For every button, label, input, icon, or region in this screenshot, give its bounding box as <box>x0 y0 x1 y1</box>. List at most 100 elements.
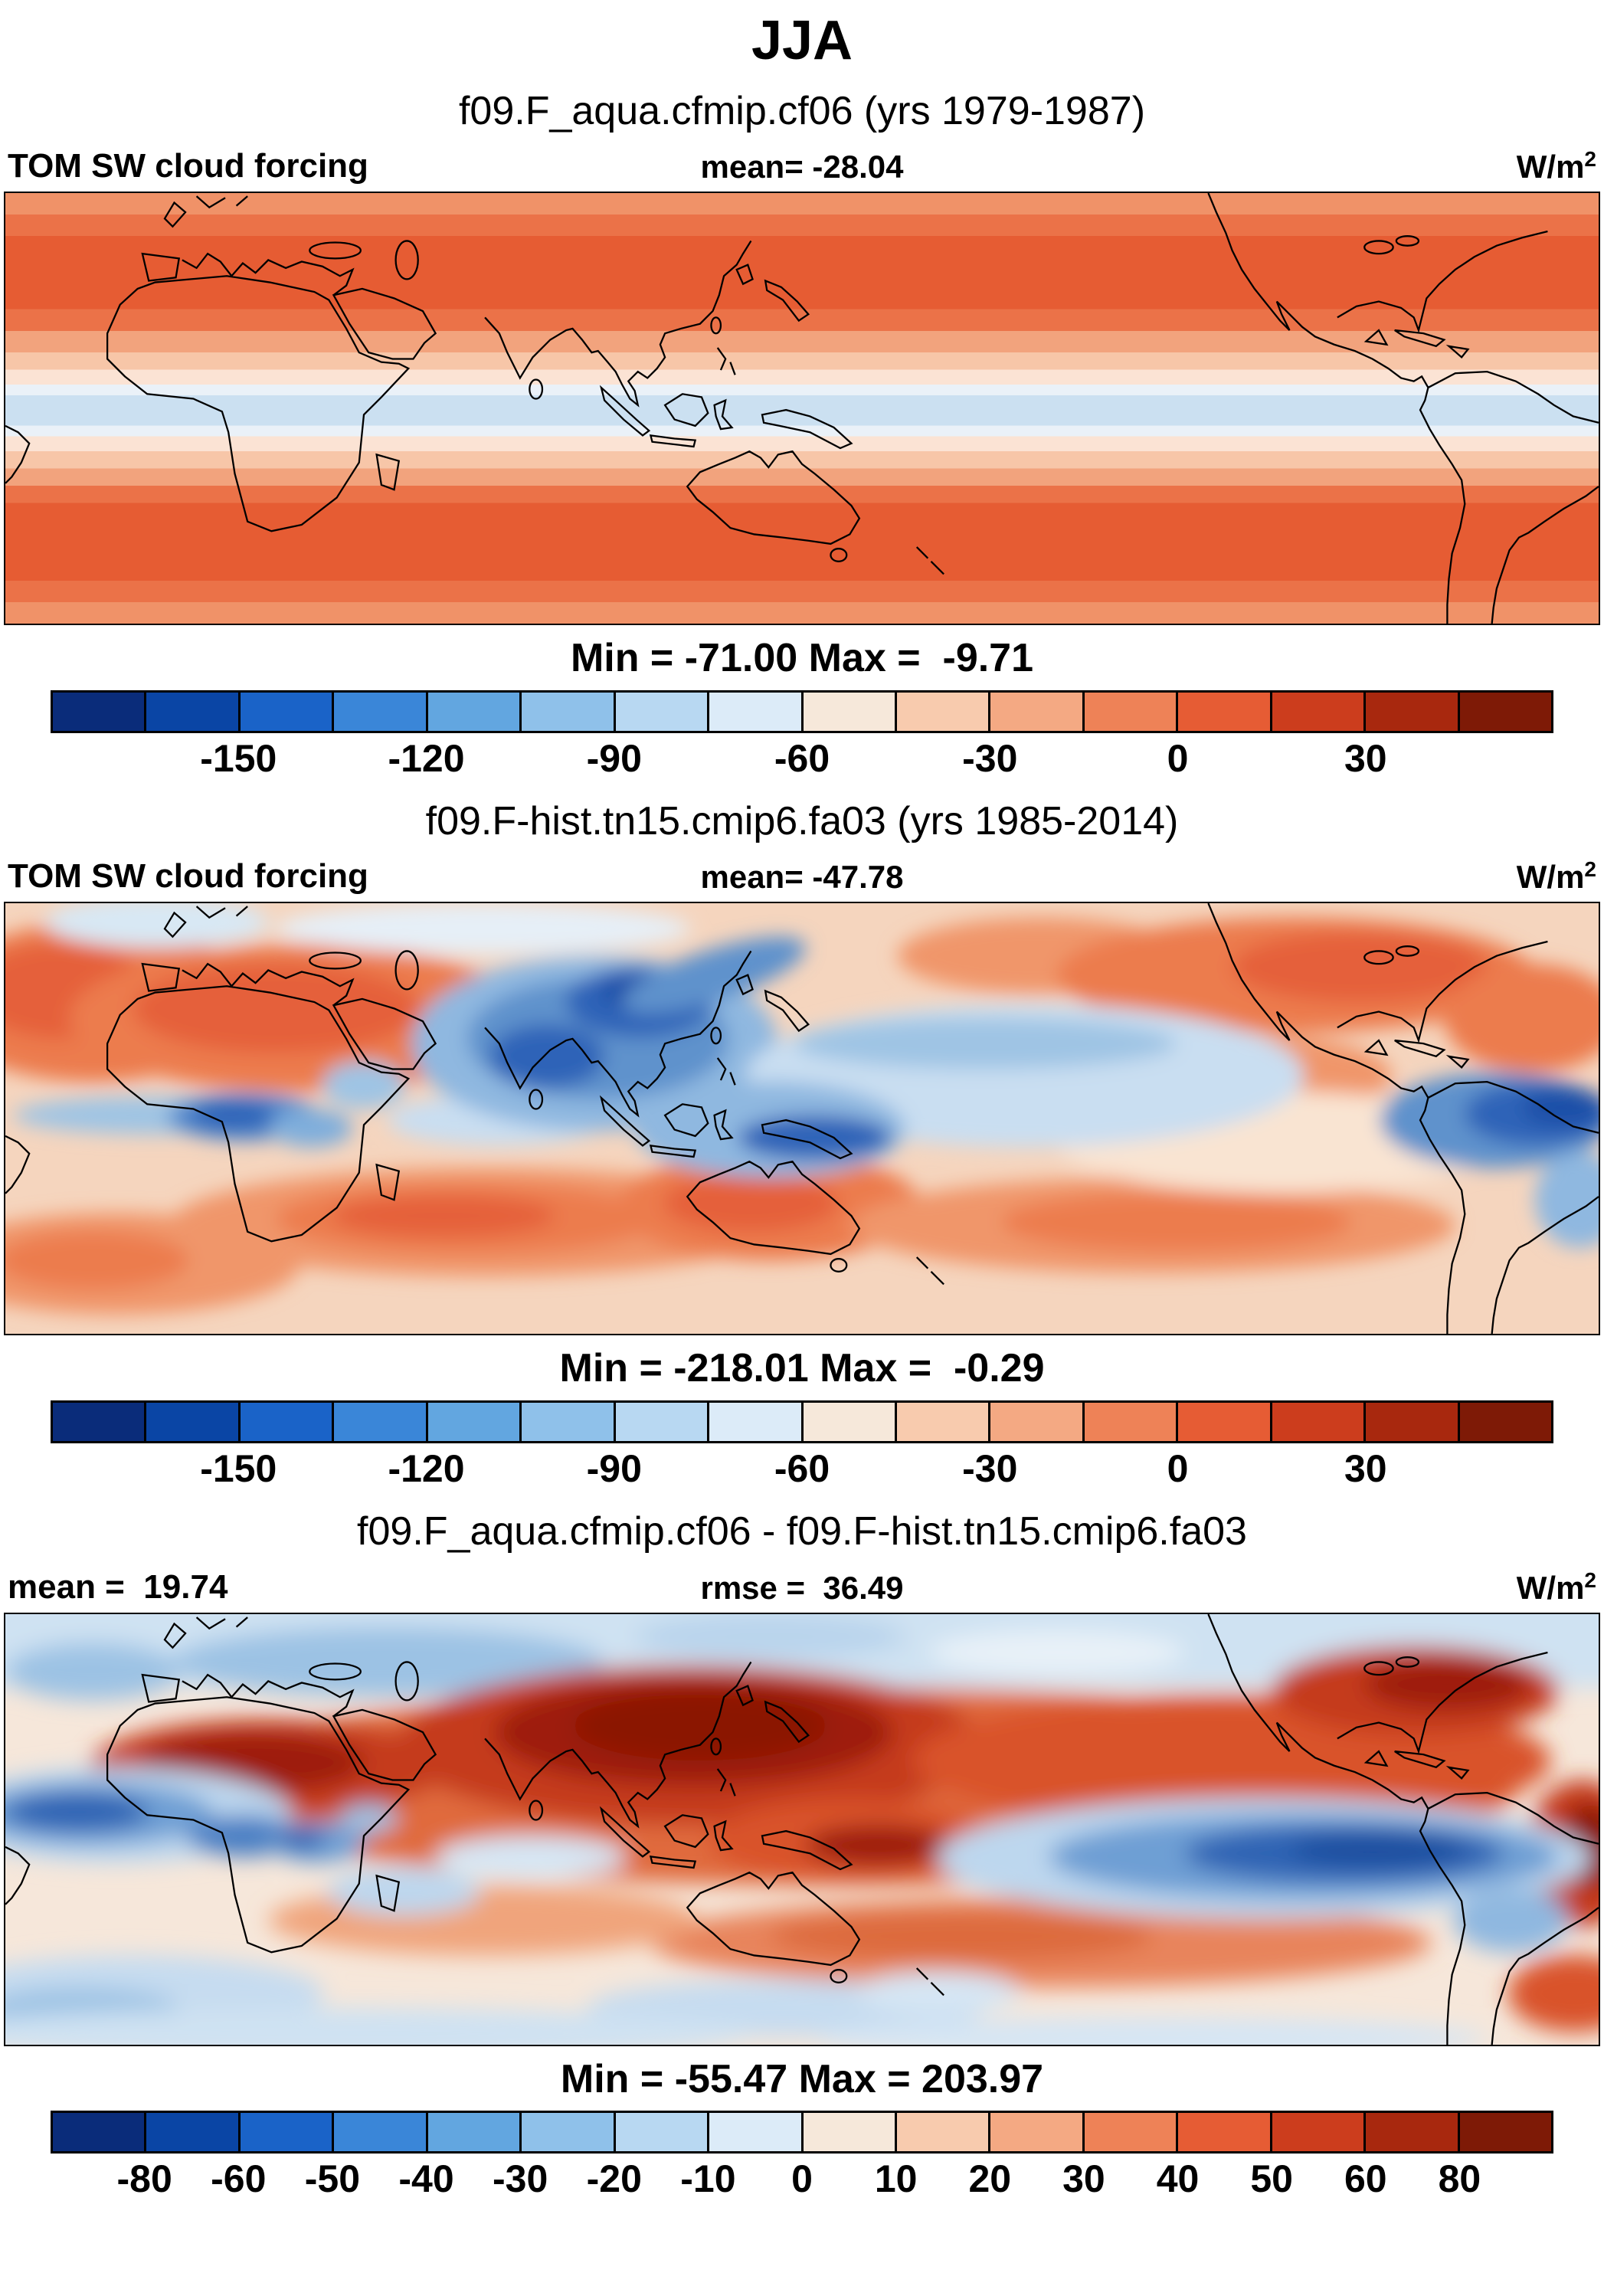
panel2-map-canvas <box>5 903 1599 1335</box>
colorbar-cell <box>146 1402 241 1441</box>
colorbar-cell <box>1272 1402 1367 1441</box>
colorbar-cell <box>334 1402 428 1441</box>
panel3-units-label: W/m2 <box>1516 1567 1596 1606</box>
colorbar-tick-label: -60 <box>774 736 830 780</box>
colorbar-tick-label: 40 <box>1156 2157 1200 2201</box>
colorbar-cell <box>1459 2113 1551 2152</box>
colorbar-cell <box>1366 692 1460 731</box>
colorbar-cell <box>522 1402 616 1441</box>
figure-title: JJA <box>751 10 853 71</box>
panel3-mean-stat: mean = 19.74 <box>8 1567 228 1606</box>
panel1-field <box>5 193 1599 624</box>
colorbar-tick-label: 80 <box>1438 2157 1481 2201</box>
colorbar-cell <box>427 692 522 731</box>
colorbar-cell <box>990 692 1085 731</box>
colorbar-cell <box>1178 2113 1272 2152</box>
colorbar-tick-label: 60 <box>1344 2157 1387 2201</box>
panel-2: f09.F-hist.tn15.cmip6.fa03 (yrs 1985-201… <box>0 801 1604 1491</box>
colorbar-cell <box>1084 1402 1179 1441</box>
panel3-header: mean = 19.74 rmse = 36.49 W/m2 <box>0 1565 1604 1607</box>
panel3-field <box>5 1613 1599 2045</box>
colorbar-cell <box>990 2113 1085 2152</box>
panel2-minmax: Min = -218.01 Max = -0.29 <box>559 1346 1045 1391</box>
colorbar-tick-label: -30 <box>492 2157 548 2201</box>
colorbar-cell <box>803 692 897 731</box>
colorbar-cell <box>240 1402 335 1441</box>
colorbar-tick-label: 30 <box>1344 736 1387 780</box>
panel-1: f09.F_aqua.cfmip.cf06 (yrs 1979-1987) TO… <box>0 90 1604 781</box>
colorbar-cell <box>615 2113 710 2152</box>
colorbar-cell <box>53 1402 147 1441</box>
colorbar-tick-label: 0 <box>1167 1446 1189 1490</box>
panel3-minmax: Min = -55.47 Max = 203.97 <box>560 2056 1044 2101</box>
colorbar-cell <box>896 692 991 731</box>
panel2-units-label: W/m2 <box>1516 857 1596 896</box>
panel3-map <box>4 1612 1600 2046</box>
colorbar-cell <box>53 692 147 731</box>
panel3-rmse-stat: rmse = 36.49 <box>700 1569 904 1606</box>
panel1-units-label: W/m2 <box>1516 147 1596 185</box>
colorbar-tick-label: -150 <box>200 1446 277 1490</box>
colorbar-cell <box>146 692 241 731</box>
panel1-colorbar-labels: -150 -120 -90 -60 -30 0 30 <box>51 736 1553 781</box>
colorbar-cell <box>240 2113 335 2152</box>
colorbar-cell <box>896 1402 991 1441</box>
colorbar-cell <box>990 1402 1085 1441</box>
colorbar-tick-label: -150 <box>200 736 277 780</box>
panel3-colorbar <box>51 2111 1553 2154</box>
colorbar-cell <box>803 1402 897 1441</box>
colorbar-cell <box>709 692 804 731</box>
colorbar-tick-label: -120 <box>388 1446 465 1490</box>
colorbar-cell <box>427 1402 522 1441</box>
colorbar-tick-label: -120 <box>388 736 465 780</box>
colorbar-cell <box>334 2113 428 2152</box>
panel2-subtitle: f09.F-hist.tn15.cmip6.fa03 (yrs 1985-201… <box>425 798 1179 843</box>
colorbar-tick-label: 10 <box>874 2157 918 2201</box>
colorbar-cell <box>1272 2113 1367 2152</box>
colorbar-tick-label: -90 <box>586 736 642 780</box>
colorbar-cell <box>1178 1402 1272 1441</box>
panel2-variable-label: TOM SW cloud forcing <box>8 857 368 896</box>
colorbar-cell <box>522 692 616 731</box>
colorbar-cell <box>240 692 335 731</box>
colorbar-cell <box>1459 692 1551 731</box>
colorbar-tick-label: 30 <box>1344 1446 1387 1490</box>
colorbar-cell <box>896 2113 991 2152</box>
panel1-subtitle: f09.F_aqua.cfmip.cf06 (yrs 1979-1987) <box>458 88 1146 133</box>
colorbar-tick-label: 50 <box>1250 2157 1293 2201</box>
colorbar-cell <box>146 2113 241 2152</box>
colorbar-cell <box>709 1402 804 1441</box>
panel2-map <box>4 902 1600 1336</box>
panel1-map <box>4 192 1600 626</box>
colorbar-cell <box>53 2113 147 2152</box>
panel1-colorbar <box>51 689 1553 733</box>
colorbar-cell <box>1084 692 1179 731</box>
panel1-mean-stat: mean= -28.04 <box>700 149 904 185</box>
panel-3: f09.F_aqua.cfmip.cf06 - f09.F-hist.tn15.… <box>0 1511 1604 2201</box>
colorbar-tick-label: 20 <box>968 2157 1012 2201</box>
panel2-header: TOM SW cloud forcing mean= -47.78 W/m2 <box>0 854 1604 896</box>
colorbar-cell <box>522 2113 616 2152</box>
colorbar-tick-label: -60 <box>211 2157 267 2201</box>
colorbar-tick-label: -90 <box>586 1446 642 1490</box>
colorbar-tick-label: -30 <box>962 1446 1018 1490</box>
colorbar-cell <box>615 1402 710 1441</box>
colorbar-cell <box>1084 2113 1179 2152</box>
colorbar-tick-label: -20 <box>586 2157 642 2201</box>
panel2-field <box>5 903 1599 1315</box>
colorbar-cell <box>1272 692 1367 731</box>
colorbar-cell <box>1459 1402 1551 1441</box>
colorbar-cell <box>427 2113 522 2152</box>
colorbar-tick-label: 30 <box>1062 2157 1105 2201</box>
colorbar-cell <box>615 692 710 731</box>
colorbar-cell <box>1178 692 1272 731</box>
panel2-colorbar-labels: -150 -120 -90 -60 -30 0 30 <box>51 1446 1553 1491</box>
colorbar-tick-label: -50 <box>304 2157 361 2201</box>
colorbar-cell <box>1366 1402 1460 1441</box>
panel3-colorbar-labels: -80 -60 -50 -40 -30 -20 -10 0 10 20 30 40 50 60 80 <box>51 2157 1553 2201</box>
panel3-map-canvas <box>5 1613 1599 2045</box>
colorbar-tick-label: 0 <box>1167 736 1189 780</box>
colorbar-tick-label: -60 <box>774 1446 830 1490</box>
panel1-map-canvas <box>5 193 1599 624</box>
panel1-minmax: Min = -71.00 Max = -9.71 <box>570 636 1034 681</box>
